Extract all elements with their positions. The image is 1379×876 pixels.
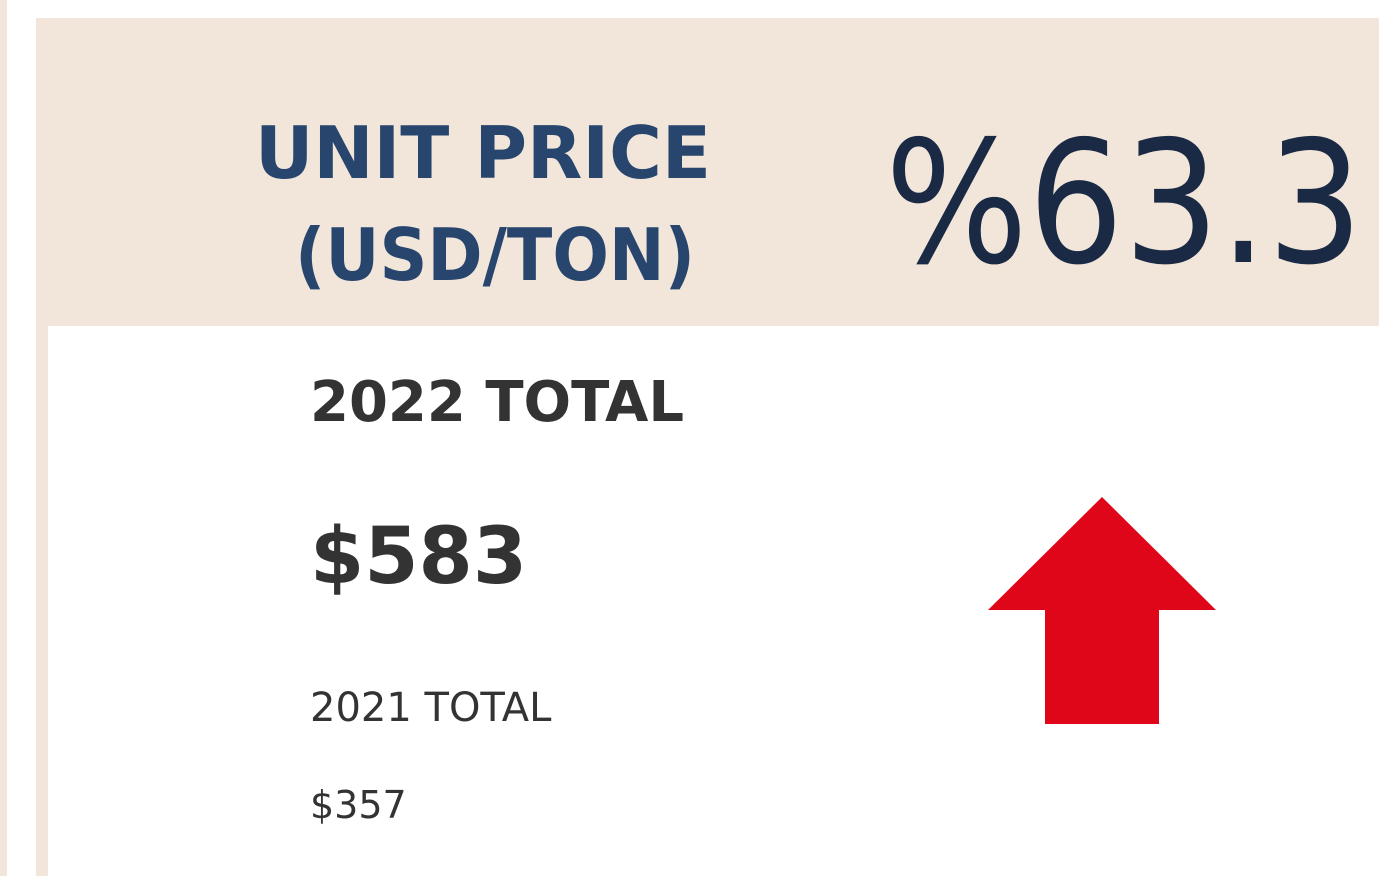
header-band: [36, 18, 1379, 326]
title-line: (USD/TON): [295, 213, 695, 297]
current-label: 2022 TOTAL: [310, 370, 684, 435]
title-line: UNIT PRICE: [255, 111, 711, 195]
previous-value: $357: [310, 783, 407, 827]
card-border: [36, 326, 48, 876]
left-strip: [0, 0, 7, 876]
current-value: $583: [310, 512, 527, 602]
change-value: %63.3: [885, 105, 1363, 303]
previous-label: 2021 TOTAL: [310, 685, 552, 731]
up-arrow: [988, 497, 1216, 724]
